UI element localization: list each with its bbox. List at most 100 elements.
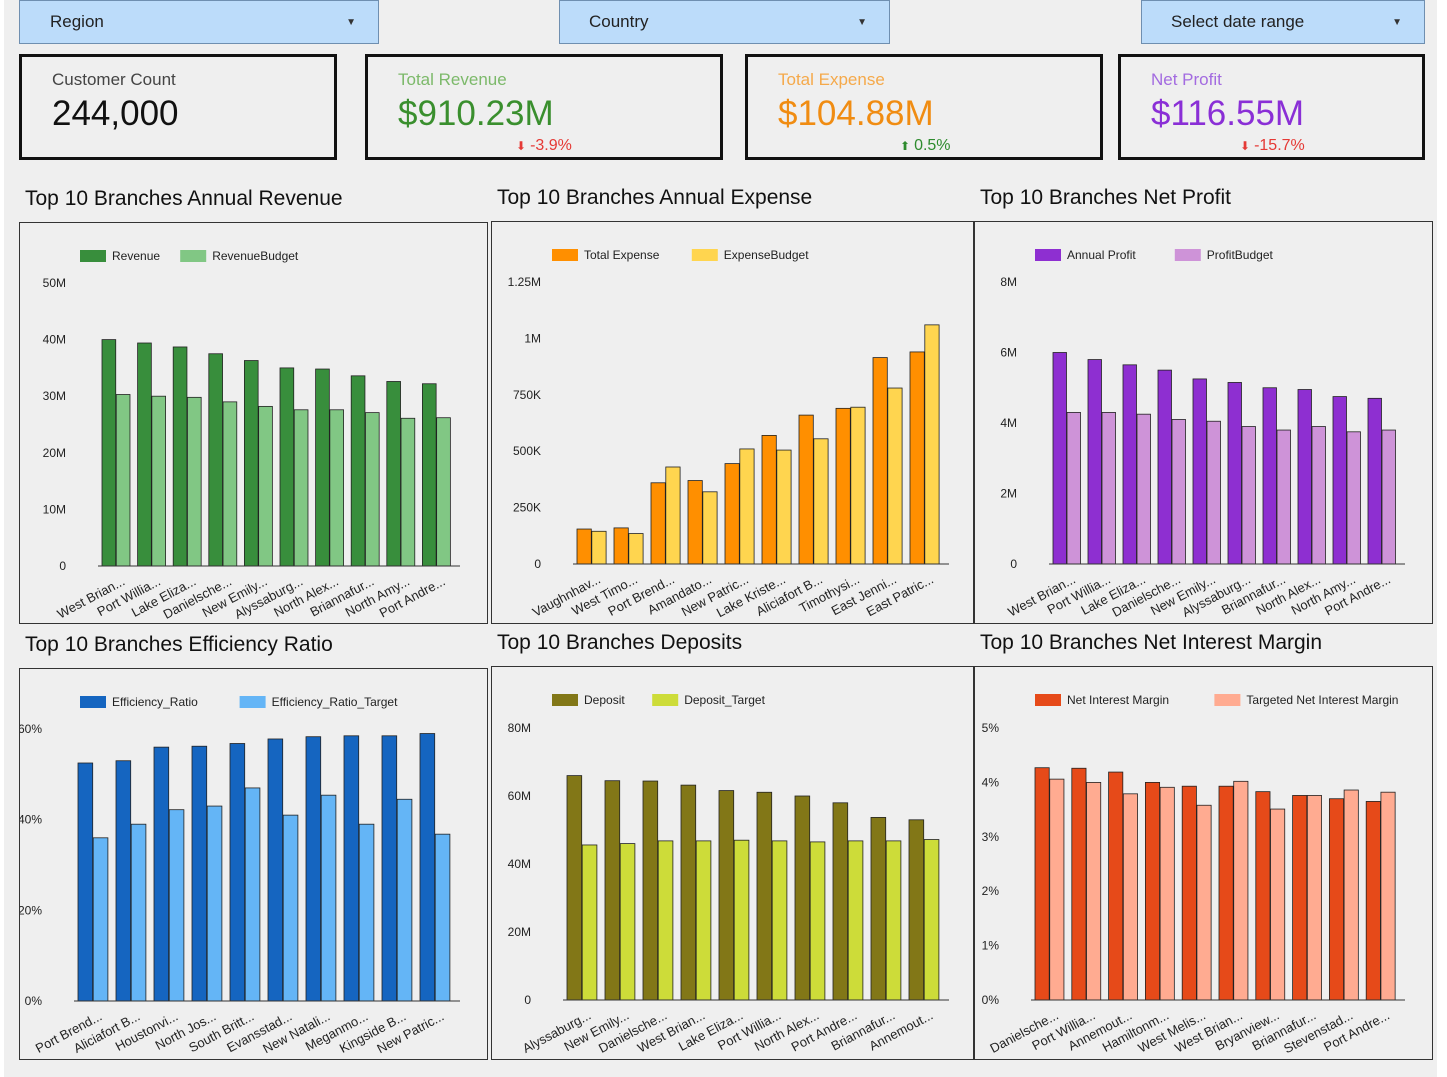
kpi-delta-value: -15.7%	[1254, 137, 1305, 154]
kpi-delta: ⬆ 0.5%	[900, 137, 951, 155]
legend-label: RevenueBudget	[212, 249, 299, 263]
bar	[386, 381, 401, 567]
legend-label: Efficiency_Ratio_Target	[272, 695, 399, 709]
bar	[1206, 420, 1221, 565]
legend-swatch	[691, 249, 718, 261]
bar	[1108, 771, 1124, 1001]
bar	[923, 839, 940, 1001]
bar	[1270, 808, 1286, 1001]
bar	[1136, 413, 1151, 565]
bar	[115, 394, 131, 567]
y-tick-label: 40%	[20, 813, 42, 827]
kpi-value: $104.88M	[778, 94, 934, 133]
bar	[1381, 429, 1396, 565]
bar	[434, 833, 451, 1002]
y-tick-label: 30M	[43, 389, 66, 403]
chart-expense: Total Expense ExpenseBudget 0 250K 500K 750K 1…	[491, 221, 974, 624]
y-tick-label: 0	[534, 557, 541, 571]
chart-revenue: Revenue RevenueBudget 0 10M 20M 30M 40M 50M West…	[19, 222, 488, 624]
date-range-dropdown[interactable]: Select date range ▼	[1141, 0, 1425, 44]
bar	[343, 735, 360, 1002]
bar	[1328, 798, 1345, 1001]
bar	[650, 482, 666, 565]
bar	[1086, 782, 1102, 1001]
bar	[642, 780, 659, 1001]
region-dropdown[interactable]: Region ▼	[19, 0, 379, 44]
y-tick-label: 1.25M	[508, 275, 541, 289]
y-tick-label: 20M	[43, 446, 66, 460]
bar	[1066, 412, 1081, 565]
country-dropdown-label: Country	[589, 12, 649, 31]
y-tick-label: 3%	[982, 830, 1000, 844]
region-dropdown-label: Region	[50, 12, 104, 31]
bar	[206, 805, 223, 1002]
bar	[1087, 359, 1102, 565]
bar	[305, 736, 322, 1002]
chart-efficiency: Efficiency_Ratio Efficiency_Ratio_Target 0…	[19, 668, 488, 1060]
y-tick-label: 10M	[43, 502, 66, 516]
bar	[1306, 795, 1322, 1001]
bar	[1171, 419, 1186, 565]
bar	[1034, 767, 1050, 1001]
legend-label: Targeted Net Interest Margin	[1246, 693, 1398, 707]
bar	[695, 840, 712, 1001]
bar	[320, 794, 337, 1002]
bar	[566, 775, 583, 1001]
bar	[813, 438, 829, 565]
y-tick-label: 0	[524, 993, 531, 1007]
bar	[733, 839, 750, 1001]
bar	[1101, 412, 1116, 565]
bar	[702, 491, 718, 565]
bar	[172, 346, 188, 567]
y-tick-label: 4M	[1000, 416, 1017, 430]
left-edge	[0, 0, 4, 1077]
legend-label: ProfitBudget	[1207, 248, 1274, 262]
bar	[771, 840, 788, 1001]
bar	[137, 342, 152, 567]
bar	[1276, 429, 1291, 565]
bar	[1367, 397, 1382, 565]
chevron-down-icon: ▼	[346, 16, 356, 28]
bar	[115, 760, 132, 1002]
bar	[222, 401, 238, 567]
bar	[628, 533, 644, 565]
kpi-value: $116.55M	[1151, 94, 1305, 133]
kpi-value: $910.23M	[398, 94, 554, 133]
right-edge	[1437, 0, 1447, 1077]
y-tick-label: 50M	[43, 276, 66, 290]
bar	[909, 351, 925, 565]
y-tick-label: 750K	[513, 388, 541, 402]
chart-deposits: Deposit Deposit_Target 0 20M 40M 60M 80M Alyssa…	[491, 666, 974, 1060]
y-tick-label: 0	[1010, 557, 1017, 571]
bar	[92, 837, 109, 1002]
y-tick-label: 0%	[982, 993, 1000, 1007]
kpi-value: 244,000	[52, 94, 179, 133]
legend-label: Total Expense	[584, 248, 660, 262]
bar	[329, 409, 344, 567]
bar	[315, 368, 330, 567]
legend-swatch	[552, 249, 578, 261]
bar	[847, 840, 864, 1001]
bar	[1157, 369, 1172, 565]
bar	[130, 823, 147, 1002]
kpi-title: Total Expense	[778, 70, 885, 89]
bar	[1192, 378, 1207, 565]
kpi-title: Net Profit	[1151, 70, 1222, 89]
bar	[924, 324, 940, 565]
chart-nim-svg: Net Interest Margin Targeted Net Interest…	[982, 693, 1405, 1056]
bar	[258, 405, 273, 567]
legend-swatch	[1174, 249, 1201, 261]
country-dropdown[interactable]: Country ▼	[559, 0, 890, 44]
bar	[1292, 795, 1308, 1001]
y-tick-label: 500K	[513, 444, 541, 458]
bar	[739, 448, 755, 565]
legend-swatch	[652, 694, 679, 706]
bar	[724, 463, 740, 565]
chart-efficiency-svg: Efficiency_Ratio Efficiency_Ratio_Target 0…	[20, 695, 460, 1056]
y-tick-label: 6M	[1000, 346, 1017, 360]
bar	[1365, 801, 1381, 1001]
chart-expense-svg: Total Expense ExpenseBudget 0 250K 500K 750K 1…	[508, 248, 949, 620]
bar	[1311, 426, 1326, 565]
bar	[168, 809, 185, 1002]
bar	[1122, 364, 1137, 565]
